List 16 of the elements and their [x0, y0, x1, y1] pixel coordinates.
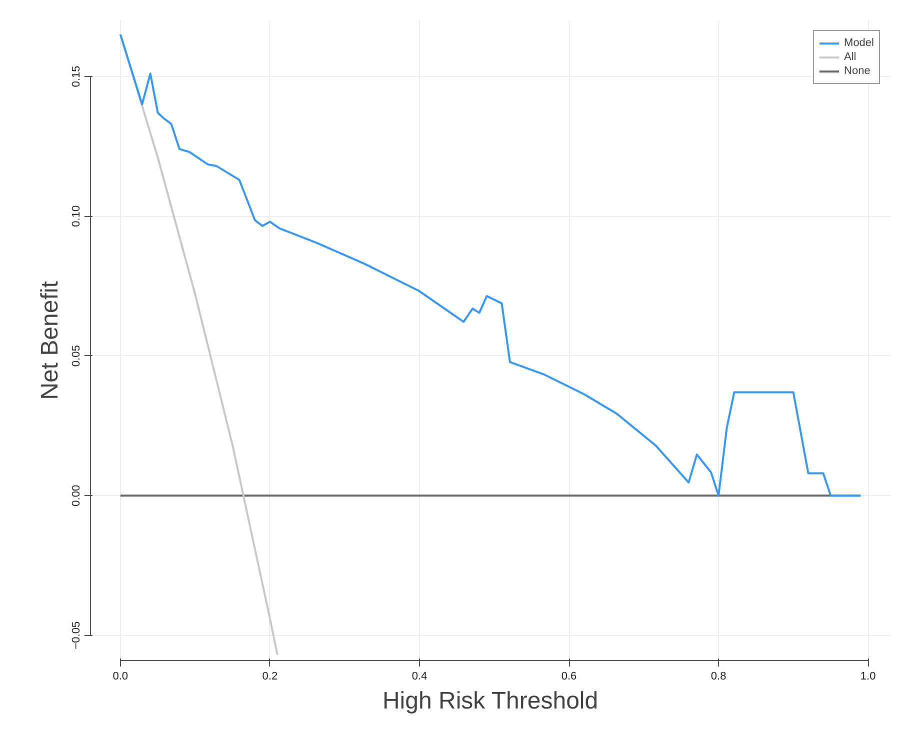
y-tick-label: 0.05 — [70, 345, 82, 367]
x-axis-title: High Risk Threshold — [382, 688, 598, 714]
x-tick-label: 0.8 — [710, 670, 726, 682]
y-axis-title: Net Benefit — [36, 280, 64, 400]
legend-label: None — [844, 64, 870, 78]
y-tick-label: −0.05 — [70, 621, 82, 650]
x-tick-label: 1.0 — [860, 670, 876, 682]
y-tick-label: 0.10 — [70, 205, 82, 227]
x-tick-label: 0.4 — [412, 670, 428, 682]
y-tick-label: 0.15 — [70, 66, 82, 88]
x-tick-label: 0.0 — [112, 670, 128, 682]
y-tick-label: 0.00 — [70, 484, 82, 506]
legend-label: Model — [844, 36, 874, 50]
legend-label: All — [844, 50, 858, 64]
x-tick-label: 0.6 — [561, 670, 577, 682]
x-tick-label: 0.2 — [262, 670, 278, 682]
